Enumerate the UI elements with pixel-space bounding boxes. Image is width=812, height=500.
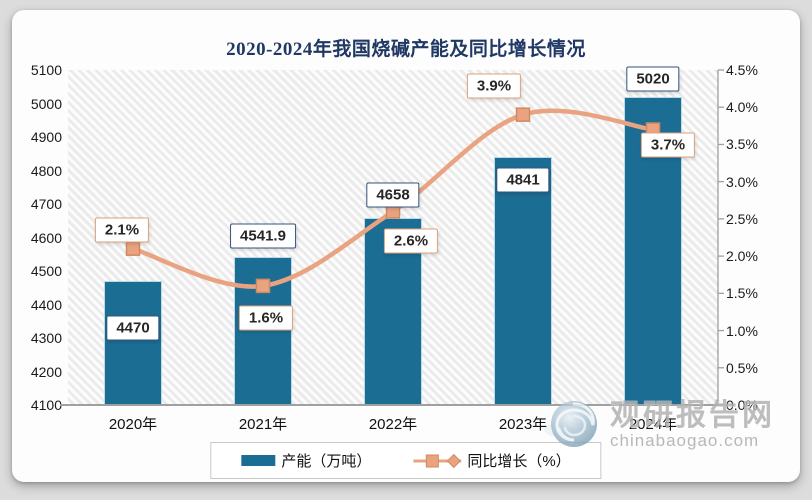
right-axis-tick: 4.5%: [726, 62, 758, 78]
bar-value-label: 4841: [496, 167, 550, 193]
legend-item-capacity: 产能（万吨）: [241, 450, 371, 471]
right-axis-tick: 1.0%: [726, 322, 758, 339]
capacity-bar: [494, 156, 552, 405]
left-axis-tick: 4500: [30, 263, 62, 279]
left-axis-tick: 4700: [30, 196, 62, 212]
legend-item-growth: 同比增长（%）: [413, 450, 571, 471]
bar-value-label: 4541.9: [230, 223, 296, 249]
left-axis-tick: 4600: [30, 229, 62, 246]
right-axis-tick: 0.5%: [726, 359, 758, 376]
line-marker-square: [255, 278, 271, 294]
legend-capacity-label: 产能（万吨）: [281, 453, 372, 470]
growth-value-label: 1.6%: [238, 305, 294, 331]
right-axis-tick: 2.0%: [726, 248, 758, 265]
left-axis-tick: 4100: [30, 397, 62, 413]
x-axis-category: 2023年: [498, 416, 548, 433]
right-axis-tick: 3.0%: [726, 173, 758, 190]
left-axis-tick: 4800: [30, 162, 62, 179]
x-axis-category: 2022年: [368, 416, 418, 433]
bar-value-label: 5020: [626, 66, 680, 92]
growth-value-label: 2.6%: [383, 228, 439, 254]
x-axis-category: 2020年: [108, 416, 158, 433]
right-axis-tick: 0.0%: [726, 397, 758, 413]
bar-value-label: 4658: [366, 182, 420, 208]
legend-growth-label: 同比增长（%）: [467, 453, 571, 470]
capacity-bar: [104, 281, 162, 405]
right-axis-tick: 3.5%: [726, 136, 758, 153]
left-y-axis: 5100 5000 4900 4800 4700 4600 4500 4400 4300 4200…: [20, 62, 62, 413]
line-marker-square: [125, 241, 141, 256]
left-axis-tick: 4300: [30, 330, 62, 346]
line-marker-square: [515, 107, 531, 122]
left-axis-tick: 4200: [30, 363, 62, 380]
x-axis-category: 2021年: [238, 416, 288, 433]
x-axis-labels: 2020年 2021年 2022年 2023年 2024年: [68, 413, 718, 435]
growth-value-label: 3.7%: [640, 132, 696, 158]
chart-card: 2020-2024年我国烧碱产能及同比增长情况 5100 5000 4900 4800…: [12, 10, 800, 482]
left-axis-tick: 4400: [30, 296, 62, 313]
growth-value-label: 3.9%: [466, 73, 522, 99]
left-axis-tick: 5100: [30, 62, 62, 78]
legend: 产能（万吨） 同比增长（%）: [210, 442, 602, 479]
bar-value-label: 4470: [106, 315, 160, 341]
growth-value-label: 2.1%: [94, 217, 150, 243]
right-y-axis: 4.5% 4.0% 3.5% 3.0% 2.5% 2.0% 1.5% 1.0% 0.5% 0.0%: [726, 62, 786, 413]
line-marker-swatch-icon: [413, 453, 462, 468]
right-axis-tick: 4.0%: [726, 99, 758, 116]
right-axis-tick: 2.5%: [726, 210, 758, 227]
x-axis-category: 2024年: [628, 416, 678, 433]
plot-area: 观研报告网 chinabaogao.com 4470 4541.9 4658 4841…: [60, 66, 772, 450]
left-axis-tick: 4900: [30, 129, 62, 145]
bar-swatch-icon: [241, 455, 276, 466]
right-axis-tick: 1.5%: [726, 285, 758, 302]
chart-title: 2020-2024年我国烧碱产能及同比增长情况: [226, 39, 586, 60]
left-axis-tick: 5000: [30, 95, 62, 112]
growth-line-series: [60, 69, 724, 406]
